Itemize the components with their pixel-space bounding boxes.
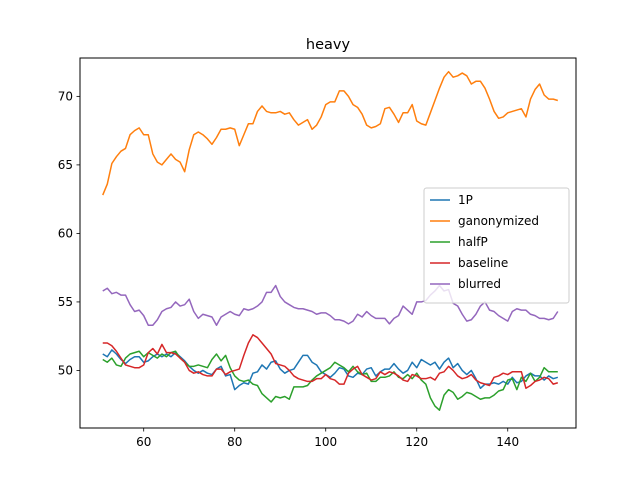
series-line-baseline	[102, 334, 559, 390]
plot-lines	[102, 70, 559, 411]
legend-label-blurred: blurred	[458, 277, 501, 291]
axes-frame	[79, 57, 577, 429]
y-axis: 50 55 60 65 70	[58, 89, 80, 377]
y-tick-label: 50	[58, 363, 73, 377]
series-line-1P	[102, 349, 559, 391]
legend-label-halfP: halfP	[458, 235, 488, 249]
x-tick-label: 140	[496, 435, 519, 449]
y-tick-label: 70	[58, 89, 73, 103]
series-line-blurred	[102, 284, 559, 326]
x-tick-label: 100	[314, 435, 337, 449]
series-line-halfP	[102, 350, 558, 411]
legend-box	[423, 187, 570, 304]
series-line-ganonymized	[102, 70, 559, 196]
x-tick-label: 60	[136, 435, 151, 449]
legend-label-ganonymized: ganonymized	[458, 214, 539, 228]
x-tick-label: 120	[405, 435, 428, 449]
legend-label-1P: 1P	[458, 193, 473, 207]
y-tick-label: 60	[58, 226, 73, 240]
y-tick-label: 65	[58, 158, 73, 172]
legend: 1P ganonymized halfP baseline blurred	[423, 187, 570, 304]
chart-title: heavy	[306, 37, 351, 53]
x-axis: 60 80 100 120 140	[136, 428, 519, 449]
x-tick-label: 80	[227, 435, 242, 449]
legend-label-baseline: baseline	[458, 256, 508, 270]
y-tick-label: 55	[58, 295, 73, 309]
